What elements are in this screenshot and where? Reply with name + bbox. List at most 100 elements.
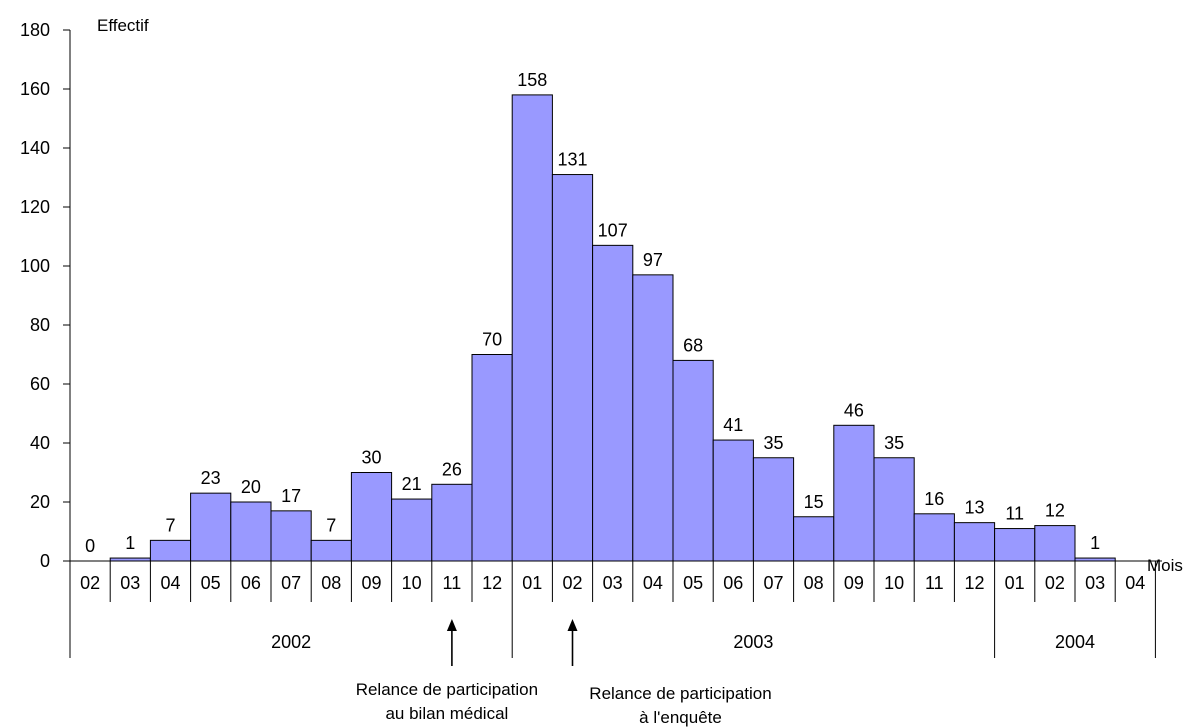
x-axis: 02 03 04 05 06 07 08 09 10 11 12 01 02 03 04 05 06 07 08 09… bbox=[69, 560, 1162, 658]
value-label: 107 bbox=[598, 220, 628, 240]
month-label: 02 bbox=[80, 573, 100, 593]
y-tick-label: 140 bbox=[20, 138, 50, 158]
y-axis-label: Effectif bbox=[97, 16, 149, 35]
annotation-text: Relance de participation bbox=[356, 680, 538, 699]
bar bbox=[350, 472, 393, 562]
bar bbox=[833, 424, 875, 562]
month-label: 03 bbox=[120, 573, 140, 593]
annotation-text: Relance de participation bbox=[589, 684, 771, 703]
value-label: 70 bbox=[482, 330, 502, 350]
bar bbox=[592, 244, 634, 562]
month-label: 05 bbox=[201, 573, 221, 593]
value-label: 16 bbox=[924, 489, 944, 509]
value-label: 131 bbox=[557, 150, 587, 170]
month-label: 02 bbox=[562, 573, 582, 593]
month-label: 01 bbox=[522, 573, 542, 593]
bar bbox=[1034, 525, 1076, 562]
value-label: 15 bbox=[804, 492, 824, 512]
month-label: 05 bbox=[683, 573, 703, 593]
bar bbox=[190, 492, 232, 562]
value-label: 30 bbox=[361, 448, 381, 468]
value-label: 41 bbox=[723, 415, 743, 435]
month-label: 07 bbox=[763, 573, 783, 593]
value-label: 20 bbox=[241, 477, 261, 497]
value-label: 21 bbox=[402, 474, 422, 494]
bar bbox=[310, 539, 352, 562]
month-label: 10 bbox=[884, 573, 904, 593]
y-tick-label: 100 bbox=[20, 256, 50, 276]
y-axis: 0 20 40 60 80 100 120 140 160 180 bbox=[20, 20, 71, 571]
year-label: 2003 bbox=[733, 632, 773, 652]
y-tick-label: 20 bbox=[30, 492, 50, 512]
value-label: 97 bbox=[643, 250, 663, 270]
month-label: 01 bbox=[1005, 573, 1025, 593]
value-label: 68 bbox=[683, 335, 703, 355]
bar bbox=[431, 483, 473, 562]
month-label: 11 bbox=[925, 573, 944, 593]
month-label: 04 bbox=[643, 573, 663, 593]
y-tick-label: 80 bbox=[30, 315, 50, 335]
month-label: 11 bbox=[443, 573, 462, 593]
month-label: 06 bbox=[241, 573, 261, 593]
value-label: 26 bbox=[442, 459, 462, 479]
year-label: 2004 bbox=[1055, 632, 1095, 652]
month-label: 10 bbox=[402, 573, 422, 593]
month-label: 12 bbox=[964, 573, 984, 593]
month-label: 04 bbox=[1125, 573, 1145, 593]
bar bbox=[752, 457, 795, 562]
bar bbox=[994, 528, 1036, 562]
annotation-arrow-head bbox=[446, 619, 457, 631]
bar bbox=[672, 359, 714, 562]
month-label: 03 bbox=[603, 573, 623, 593]
value-label: 23 bbox=[201, 468, 221, 488]
bar bbox=[793, 516, 835, 562]
value-label: 7 bbox=[165, 515, 175, 535]
bar bbox=[230, 501, 272, 562]
value-label: 7 bbox=[326, 515, 336, 535]
bar bbox=[913, 513, 955, 562]
value-label: 35 bbox=[884, 433, 904, 453]
value-label: 0 bbox=[85, 536, 95, 556]
value-label: 158 bbox=[517, 70, 547, 90]
y-tick-label: 120 bbox=[20, 197, 50, 217]
bar bbox=[149, 539, 192, 562]
bar bbox=[270, 510, 312, 562]
x-axis-label: Mois bbox=[1147, 556, 1183, 575]
y-tick-label: 160 bbox=[20, 79, 50, 99]
bar bbox=[551, 174, 594, 562]
bar bbox=[873, 457, 915, 562]
value-label: 12 bbox=[1045, 501, 1065, 521]
y-tick-label: 0 bbox=[40, 551, 50, 571]
month-label: 04 bbox=[160, 573, 180, 593]
value-label: 17 bbox=[281, 486, 301, 506]
bar bbox=[391, 498, 433, 562]
month-label: 09 bbox=[361, 573, 381, 593]
bar bbox=[511, 94, 553, 562]
month-label: 08 bbox=[804, 573, 824, 593]
value-label: 46 bbox=[844, 400, 864, 420]
month-label: 03 bbox=[1085, 573, 1105, 593]
annotation-text: au bilan médical bbox=[385, 704, 508, 723]
annotation-text: à l'enquête bbox=[639, 708, 722, 727]
value-label: 1 bbox=[1090, 533, 1100, 553]
bars bbox=[109, 94, 1116, 562]
bar bbox=[953, 522, 996, 562]
bar bbox=[712, 439, 754, 562]
y-tick-label: 60 bbox=[30, 374, 50, 394]
value-label: 35 bbox=[763, 433, 783, 453]
month-label: 09 bbox=[844, 573, 864, 593]
value-label: 13 bbox=[964, 498, 984, 518]
annotations: Relance de participation au bilan médical… bbox=[356, 619, 772, 727]
annotation-arrow-head bbox=[567, 619, 578, 631]
y-tick-label: 40 bbox=[30, 433, 50, 453]
value-label: 1 bbox=[125, 533, 135, 553]
month-label: 08 bbox=[321, 573, 341, 593]
month-label: 06 bbox=[723, 573, 743, 593]
value-label: 11 bbox=[1005, 504, 1024, 524]
bar bbox=[632, 274, 674, 562]
month-label: 07 bbox=[281, 573, 301, 593]
month-label: 02 bbox=[1045, 573, 1065, 593]
month-label: 12 bbox=[482, 573, 502, 593]
